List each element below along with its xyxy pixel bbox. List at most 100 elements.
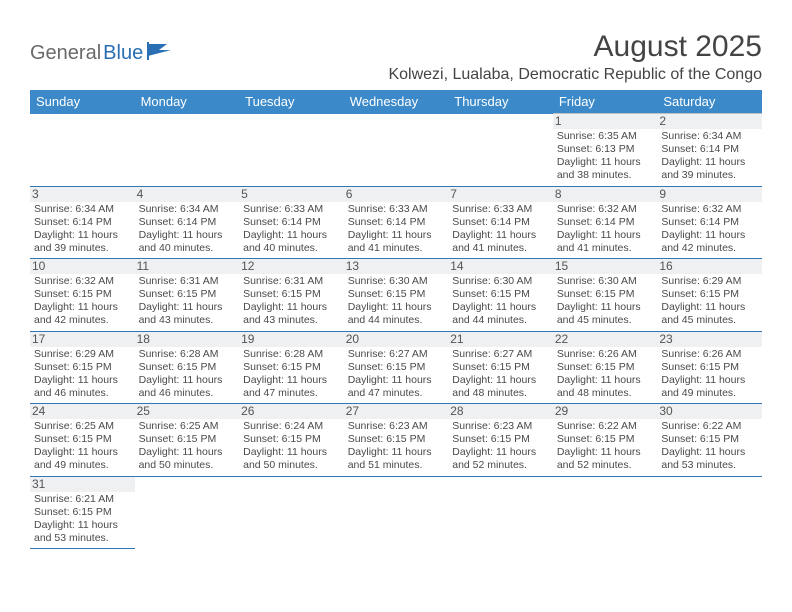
day-info-line: Sunrise: 6:35 AM: [557, 130, 654, 143]
day-cell: 4Sunrise: 6:34 AMSunset: 6:14 PMDaylight…: [135, 186, 240, 259]
day-cell: [239, 114, 344, 187]
day-info-line: and 42 minutes.: [661, 242, 758, 255]
day-info-line: and 45 minutes.: [557, 314, 654, 327]
day-cell: 18Sunrise: 6:28 AMSunset: 6:15 PMDayligh…: [135, 331, 240, 404]
day-cell: 9Sunrise: 6:32 AMSunset: 6:14 PMDaylight…: [657, 186, 762, 259]
calendar-body: 1Sunrise: 6:35 AMSunset: 6:13 PMDaylight…: [30, 114, 762, 549]
day-info-line: Sunrise: 6:27 AM: [348, 348, 445, 361]
day-number: 29: [553, 404, 658, 419]
day-info-line: and 42 minutes.: [34, 314, 131, 327]
day-cell: 6Sunrise: 6:33 AMSunset: 6:14 PMDaylight…: [344, 186, 449, 259]
week-row: 3Sunrise: 6:34 AMSunset: 6:14 PMDaylight…: [30, 186, 762, 259]
day-info-line: Sunset: 6:15 PM: [661, 288, 758, 301]
day-info-line: and 38 minutes.: [557, 169, 654, 182]
day-cell: 16Sunrise: 6:29 AMSunset: 6:15 PMDayligh…: [657, 259, 762, 332]
title-block: August 2025 Kolwezi, Lualaba, Democratic…: [388, 30, 762, 84]
day-cell: 30Sunrise: 6:22 AMSunset: 6:15 PMDayligh…: [657, 404, 762, 477]
day-info-line: Sunset: 6:15 PM: [243, 361, 340, 374]
day-cell: 15Sunrise: 6:30 AMSunset: 6:15 PMDayligh…: [553, 259, 658, 332]
day-info-line: and 46 minutes.: [34, 387, 131, 400]
week-row: 1Sunrise: 6:35 AMSunset: 6:13 PMDaylight…: [30, 114, 762, 187]
day-number: 15: [553, 259, 658, 274]
day-info-line: Sunset: 6:15 PM: [139, 288, 236, 301]
day-cell: 19Sunrise: 6:28 AMSunset: 6:15 PMDayligh…: [239, 331, 344, 404]
weekday-header: Thursday: [448, 90, 553, 114]
day-info-line: Daylight: 11 hours: [243, 301, 340, 314]
day-info-line: Sunset: 6:15 PM: [34, 433, 131, 446]
day-info-line: Sunset: 6:15 PM: [243, 288, 340, 301]
day-info-line: Sunset: 6:14 PM: [661, 143, 758, 156]
day-number: 28: [448, 404, 553, 419]
day-info-line: Daylight: 11 hours: [348, 374, 445, 387]
day-info-line: Sunrise: 6:25 AM: [34, 420, 131, 433]
day-info-line: Daylight: 11 hours: [557, 156, 654, 169]
day-info-line: Daylight: 11 hours: [557, 301, 654, 314]
day-number: 2: [657, 114, 762, 129]
day-info-line: and 53 minutes.: [34, 532, 131, 545]
day-info-line: Sunset: 6:14 PM: [348, 216, 445, 229]
logo-text-blue: Blue: [103, 42, 143, 65]
day-info-line: Sunset: 6:13 PM: [557, 143, 654, 156]
day-cell: [239, 476, 344, 549]
day-info-line: Daylight: 11 hours: [34, 301, 131, 314]
day-info-line: Sunrise: 6:21 AM: [34, 493, 131, 506]
day-number: 23: [657, 332, 762, 347]
day-cell: 22Sunrise: 6:26 AMSunset: 6:15 PMDayligh…: [553, 331, 658, 404]
day-cell: 2Sunrise: 6:34 AMSunset: 6:14 PMDaylight…: [657, 114, 762, 187]
day-number: 27: [344, 404, 449, 419]
day-info-line: Daylight: 11 hours: [661, 229, 758, 242]
day-info-line: and 43 minutes.: [243, 314, 340, 327]
day-cell: [344, 476, 449, 549]
day-cell: [553, 476, 658, 549]
day-info-line: and 53 minutes.: [661, 459, 758, 472]
location: Kolwezi, Lualaba, Democratic Republic of…: [388, 66, 762, 84]
day-number: 12: [239, 259, 344, 274]
day-info-line: and 43 minutes.: [139, 314, 236, 327]
day-info-line: Daylight: 11 hours: [452, 374, 549, 387]
day-info-line: and 47 minutes.: [348, 387, 445, 400]
day-cell: 24Sunrise: 6:25 AMSunset: 6:15 PMDayligh…: [30, 404, 135, 477]
day-cell: 11Sunrise: 6:31 AMSunset: 6:15 PMDayligh…: [135, 259, 240, 332]
day-number: 30: [657, 404, 762, 419]
day-cell: 8Sunrise: 6:32 AMSunset: 6:14 PMDaylight…: [553, 186, 658, 259]
day-info-line: and 50 minutes.: [243, 459, 340, 472]
day-cell: [135, 476, 240, 549]
day-cell: [30, 114, 135, 187]
day-info-line: Daylight: 11 hours: [243, 229, 340, 242]
day-cell: [448, 476, 553, 549]
day-info-line: Daylight: 11 hours: [661, 156, 758, 169]
day-info-line: Sunrise: 6:23 AM: [348, 420, 445, 433]
day-info-line: Sunset: 6:14 PM: [243, 216, 340, 229]
weekday-header: Friday: [553, 90, 658, 114]
day-info-line: Sunrise: 6:33 AM: [348, 203, 445, 216]
day-info-line: Sunset: 6:14 PM: [661, 216, 758, 229]
day-cell: 12Sunrise: 6:31 AMSunset: 6:15 PMDayligh…: [239, 259, 344, 332]
day-info-line: Daylight: 11 hours: [661, 446, 758, 459]
day-info-line: Sunset: 6:15 PM: [557, 433, 654, 446]
day-info-line: and 48 minutes.: [452, 387, 549, 400]
day-info-line: Sunset: 6:14 PM: [452, 216, 549, 229]
day-info-line: Sunrise: 6:22 AM: [557, 420, 654, 433]
day-info-line: and 41 minutes.: [452, 242, 549, 255]
weekday-header: Sunday: [30, 90, 135, 114]
day-info-line: Sunrise: 6:29 AM: [34, 348, 131, 361]
day-number: 26: [239, 404, 344, 419]
day-number: 11: [135, 259, 240, 274]
day-info-line: Sunrise: 6:30 AM: [452, 275, 549, 288]
day-info-line: Sunrise: 6:24 AM: [243, 420, 340, 433]
day-info-line: and 51 minutes.: [348, 459, 445, 472]
day-cell: 5Sunrise: 6:33 AMSunset: 6:14 PMDaylight…: [239, 186, 344, 259]
day-info-line: and 49 minutes.: [661, 387, 758, 400]
day-info-line: Daylight: 11 hours: [139, 301, 236, 314]
day-info-line: Daylight: 11 hours: [661, 374, 758, 387]
day-info-line: Sunset: 6:15 PM: [557, 361, 654, 374]
day-info-line: Sunrise: 6:33 AM: [452, 203, 549, 216]
day-info-line: Sunrise: 6:29 AM: [661, 275, 758, 288]
day-info-line: Daylight: 11 hours: [348, 229, 445, 242]
day-info-line: Daylight: 11 hours: [452, 229, 549, 242]
logo: General Blue: [30, 30, 173, 65]
day-info-line: Sunrise: 6:34 AM: [139, 203, 236, 216]
day-number: 7: [448, 187, 553, 202]
day-number: 5: [239, 187, 344, 202]
day-cell: 7Sunrise: 6:33 AMSunset: 6:14 PMDaylight…: [448, 186, 553, 259]
